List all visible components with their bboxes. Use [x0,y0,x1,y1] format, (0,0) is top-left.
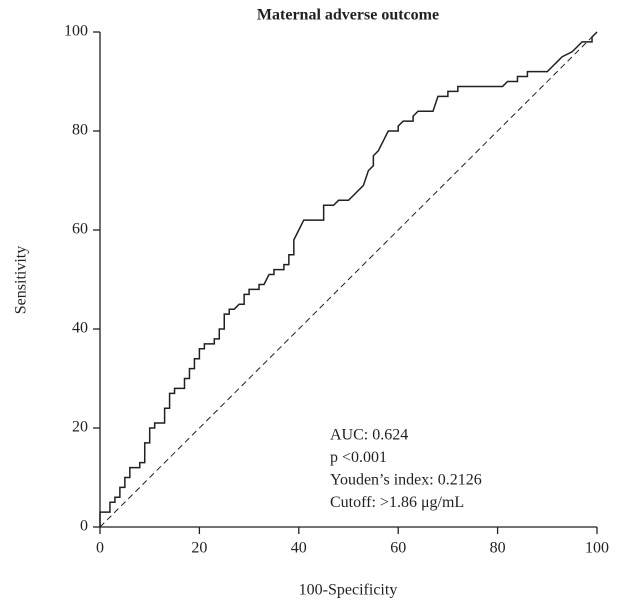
y-tick-label: 100 [64,23,88,40]
x-tick-label: 100 [585,540,609,557]
y-tick-label: 0 [80,518,88,535]
y-axis-label: Sensitivity [13,246,30,314]
x-tick-label: 20 [191,540,207,557]
x-axis-label: 100-Specificity [299,582,398,599]
roc-curve [99,31,598,527]
reference-line [99,31,598,528]
y-tick-label: 40 [72,320,88,337]
chart-title: Maternal adverse outcome [257,7,439,24]
x-tick-label: 80 [490,540,506,557]
y-tick-label: 80 [72,122,88,139]
annotation: Cutoff: >1.86 μg/mL [330,494,464,511]
annotation: p <0.001 [330,449,387,466]
y-tick-label: 20 [72,419,88,436]
annotation: Youden’s index: 0.2126 [330,472,482,489]
annotation: AUC: 0.624 [330,427,408,444]
y-tick-label: 60 [72,221,88,238]
x-tick-label: 60 [390,540,406,557]
x-tick-label: 40 [291,540,307,557]
x-tick-label: 0 [96,540,104,557]
